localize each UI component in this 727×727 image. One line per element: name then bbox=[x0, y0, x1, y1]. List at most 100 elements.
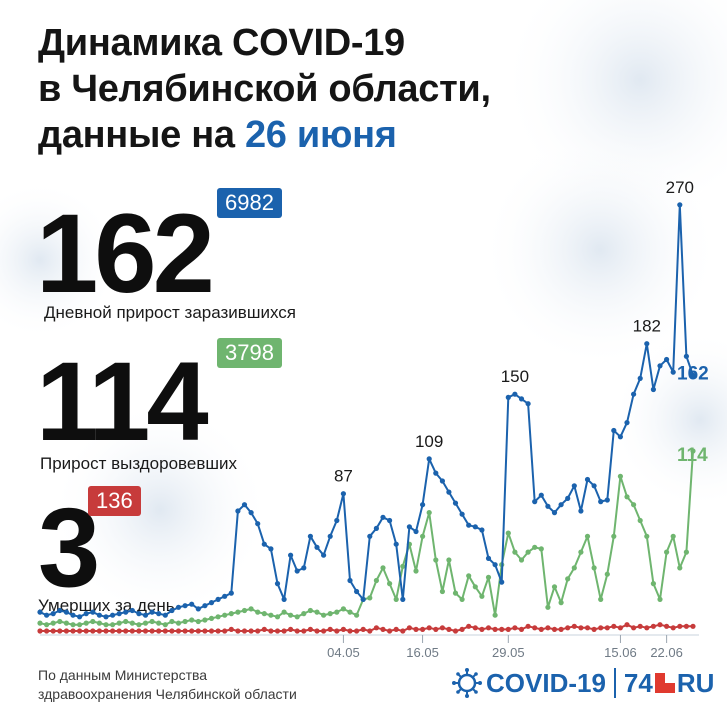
data-point-recovered bbox=[578, 549, 584, 555]
data-point-infected bbox=[44, 612, 50, 618]
data-point-infected bbox=[63, 609, 69, 615]
data-point-deaths bbox=[532, 625, 538, 631]
data-point-deaths bbox=[70, 628, 76, 634]
x-tick-label: 16.05 bbox=[406, 645, 439, 660]
data-point-recovered bbox=[248, 606, 254, 612]
data-point-infected bbox=[367, 533, 373, 539]
brand-separator bbox=[613, 668, 616, 698]
data-point-recovered bbox=[149, 618, 155, 625]
data-point-deaths bbox=[110, 628, 116, 634]
data-point-recovered bbox=[235, 609, 241, 615]
data-point-deaths bbox=[485, 625, 492, 631]
x-tick-label: 15.06 bbox=[604, 645, 637, 660]
data-point-deaths bbox=[142, 628, 149, 634]
data-point-infected bbox=[598, 499, 604, 505]
data-point-infected bbox=[584, 476, 591, 483]
data-point-deaths bbox=[248, 628, 254, 634]
data-point-infected bbox=[650, 386, 657, 393]
data-point-deaths bbox=[545, 625, 551, 631]
data-point-recovered bbox=[604, 571, 610, 577]
data-point-infected bbox=[169, 607, 175, 614]
data-point-recovered bbox=[565, 576, 571, 582]
data-point-deaths bbox=[123, 628, 129, 634]
virus-icon bbox=[452, 668, 482, 698]
data-point-recovered bbox=[670, 533, 676, 539]
data-point-deaths bbox=[558, 626, 564, 633]
data-point-recovered bbox=[182, 618, 188, 625]
data-point-infected bbox=[617, 434, 624, 440]
data-point-deaths bbox=[261, 626, 267, 633]
data-point-infected bbox=[255, 521, 261, 527]
data-point-infected bbox=[96, 612, 102, 618]
data-point-recovered bbox=[683, 549, 690, 555]
data-point-deaths bbox=[538, 626, 544, 633]
data-point-deaths bbox=[215, 628, 221, 634]
data-point-recovered bbox=[426, 509, 432, 516]
data-point-deaths bbox=[255, 628, 261, 634]
data-point-recovered bbox=[420, 533, 426, 539]
data-point-recovered bbox=[142, 620, 149, 626]
data-point-infected bbox=[637, 375, 643, 381]
data-point-deaths bbox=[222, 628, 228, 634]
data-point-infected bbox=[459, 511, 465, 517]
data-point-deaths bbox=[466, 623, 472, 629]
data-point-infected bbox=[294, 568, 300, 574]
data-point-deaths bbox=[505, 626, 511, 633]
data-point-deaths bbox=[551, 626, 558, 633]
data-point-recovered bbox=[485, 574, 492, 580]
brand-74-text: 74 bbox=[623, 667, 653, 698]
data-point-deaths bbox=[518, 626, 525, 633]
data-point-infected bbox=[512, 391, 518, 397]
data-point-infected bbox=[182, 603, 188, 609]
data-point-recovered bbox=[413, 568, 419, 574]
data-point-infected bbox=[142, 612, 149, 618]
data-point-recovered bbox=[644, 533, 650, 539]
data-point-deaths bbox=[228, 626, 234, 633]
data-point-recovered bbox=[551, 584, 558, 590]
brand-red-square-icon bbox=[654, 673, 675, 693]
data-point-recovered bbox=[57, 618, 63, 625]
data-point-deaths bbox=[611, 623, 617, 629]
data-point-deaths bbox=[571, 623, 577, 629]
data-point-infected bbox=[215, 596, 221, 603]
data-point-deaths bbox=[136, 628, 142, 634]
data-point-infected bbox=[677, 202, 683, 208]
peak-label: 109 bbox=[415, 432, 443, 451]
data-point-recovered bbox=[228, 611, 234, 617]
data-point-recovered bbox=[459, 596, 465, 603]
data-point-recovered bbox=[195, 618, 201, 625]
data-point-recovered bbox=[129, 620, 135, 626]
data-point-recovered bbox=[175, 620, 182, 626]
data-point-recovered bbox=[558, 600, 564, 606]
data-point-deaths bbox=[294, 628, 300, 634]
infected-total-badge: 6982 bbox=[217, 188, 282, 218]
data-point-recovered bbox=[598, 596, 604, 603]
data-point-recovered bbox=[446, 557, 452, 563]
data-point-deaths bbox=[439, 625, 445, 631]
data-point-recovered bbox=[373, 577, 379, 584]
data-point-deaths bbox=[492, 626, 498, 633]
data-point-deaths bbox=[169, 628, 175, 634]
data-point-recovered bbox=[103, 622, 109, 628]
data-point-recovered bbox=[202, 617, 208, 623]
data-point-infected bbox=[400, 596, 406, 603]
data-point-infected bbox=[380, 514, 386, 520]
data-point-deaths bbox=[189, 628, 195, 634]
data-point-deaths bbox=[301, 628, 307, 634]
data-point-recovered bbox=[288, 612, 294, 618]
data-point-infected bbox=[624, 420, 630, 426]
data-point-recovered bbox=[690, 448, 696, 454]
data-point-deaths bbox=[327, 626, 333, 633]
title-date: 26 июня bbox=[244, 114, 397, 156]
data-point-infected bbox=[518, 396, 525, 402]
data-point-deaths bbox=[281, 628, 287, 634]
data-point-infected bbox=[360, 596, 366, 603]
deaths-total-badge: 136 bbox=[88, 486, 141, 516]
data-point-recovered bbox=[123, 618, 129, 625]
data-point-deaths bbox=[116, 628, 122, 634]
brand-ru-text: RU bbox=[676, 667, 715, 698]
data-point-infected bbox=[690, 372, 696, 378]
data-point-infected bbox=[162, 612, 168, 618]
x-tick-label: 22.06 bbox=[650, 645, 683, 660]
